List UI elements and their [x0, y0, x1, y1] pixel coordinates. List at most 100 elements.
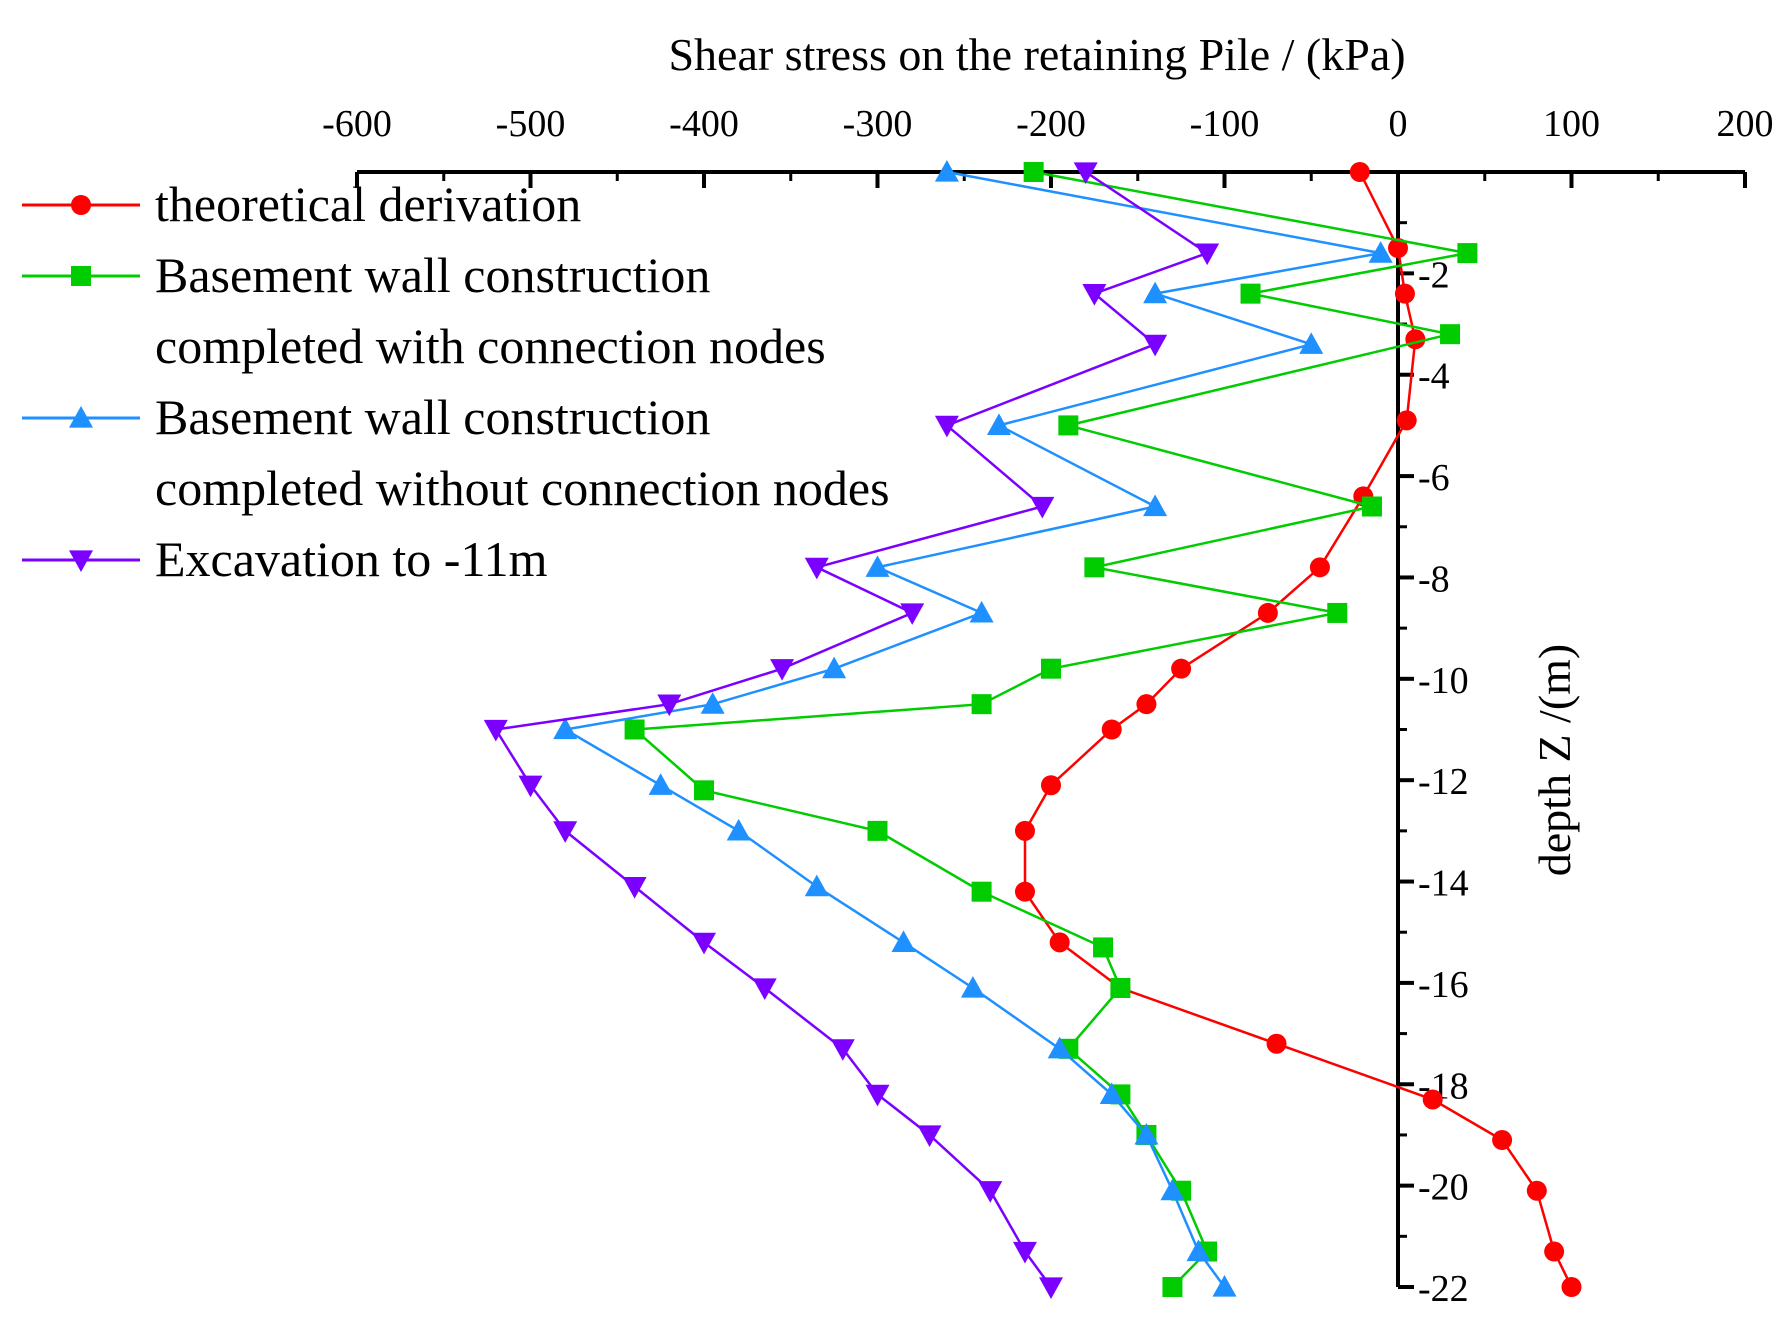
series-3: [553, 160, 1393, 1297]
data-point: [917, 1125, 942, 1147]
data-point: [1143, 494, 1168, 517]
legend-label: Basement wall construction: [155, 389, 710, 445]
data-point: [969, 600, 994, 623]
data-point: [934, 160, 959, 182]
y-tick-label: -12: [1418, 761, 1469, 803]
data-point: [1143, 281, 1168, 304]
data-point: [822, 656, 847, 679]
data-point: [934, 415, 959, 438]
data-point: [804, 874, 829, 897]
y-tick-label: -16: [1418, 964, 1469, 1006]
data-point: [1544, 1241, 1565, 1262]
data-point: [1162, 1277, 1183, 1297]
data-point: [1136, 694, 1157, 715]
y-tick-label: -10: [1418, 660, 1469, 702]
data-point: [1186, 1239, 1211, 1262]
x-tick-label: -400: [669, 103, 739, 145]
data-point: [1457, 243, 1478, 264]
legend-label: completed with connection nodes: [155, 318, 826, 374]
data-point: [1388, 238, 1408, 259]
data-point: [1361, 496, 1382, 517]
legend-marker: [71, 266, 91, 286]
data-point: [1082, 284, 1107, 306]
x-tick-label: -500: [496, 103, 566, 145]
legend-item-4: Excavation to -11m: [22, 531, 548, 587]
data-point: [971, 881, 992, 902]
y-tick-label: -22: [1418, 1268, 1469, 1310]
data-point: [1110, 977, 1131, 998]
data-point: [891, 930, 916, 952]
legend-marker: [71, 195, 91, 215]
series-line: [561, 170, 1381, 1288]
data-point: [1212, 1275, 1237, 1297]
legend-label: theoretical derivation: [155, 176, 581, 232]
data-point: [1134, 1122, 1159, 1145]
data-point: [657, 694, 682, 717]
data-point: [692, 932, 716, 955]
data-point: [830, 1039, 855, 1061]
series-1: [1014, 162, 1582, 1297]
data-point: [1299, 332, 1324, 354]
data-point: [1405, 329, 1426, 350]
legend-label: completed without connection nodes: [155, 460, 890, 516]
data-point: [622, 877, 647, 899]
data-point: [694, 780, 714, 801]
legend: theoretical derivation Basement wall cons…: [22, 176, 890, 587]
series-4: [483, 162, 1220, 1299]
legend-item-1: theoretical derivation: [22, 176, 581, 232]
data-point: [971, 694, 992, 715]
data-point: [770, 659, 795, 681]
data-point: [1309, 557, 1330, 578]
data-point: [1327, 602, 1348, 623]
data-point: [1049, 932, 1070, 953]
data-point: [1240, 283, 1261, 304]
x-tick-label: 0: [1389, 103, 1408, 145]
data-point: [865, 555, 890, 577]
y-tick-label: -14: [1418, 863, 1469, 905]
data-point: [624, 719, 645, 740]
data-point: [726, 818, 751, 841]
data-point: [1171, 658, 1192, 679]
legend-marker: [69, 550, 93, 572]
data-point: [1099, 1082, 1124, 1105]
data-point: [700, 692, 725, 714]
data-point: [648, 773, 673, 795]
x-axis-title: Shear stress on the retaining Pile / (kP…: [668, 29, 1405, 80]
data-point: [1422, 1089, 1443, 1110]
y-tick-label: -4: [1418, 356, 1450, 398]
y-tick-label: -20: [1418, 1167, 1469, 1209]
data-point: [1396, 410, 1417, 431]
legend-label: Basement wall construction: [155, 247, 710, 303]
data-point: [960, 975, 985, 998]
data-point: [1101, 719, 1122, 740]
data-point: [1266, 1033, 1287, 1054]
data-point: [1030, 496, 1055, 519]
data-point: [1160, 1178, 1185, 1201]
legend-marker: [69, 406, 93, 428]
data-point: [1526, 1180, 1547, 1201]
legend-label: Excavation to -11m: [155, 531, 548, 587]
data-point: [1012, 1241, 1037, 1264]
data-point: [804, 557, 829, 580]
data-point: [1058, 415, 1079, 436]
axes: -600 -500 -400 -300 -200 -100 0 100 200-2-4-6-8-…: [322, 103, 1773, 1310]
series-2: [624, 162, 1478, 1297]
series-line: [1023, 171, 1573, 1288]
y-tick-label: -6: [1418, 457, 1450, 499]
data-point: [1257, 602, 1278, 623]
data-point: [1023, 162, 1044, 182]
data-point: [1368, 241, 1393, 263]
data-point: [553, 717, 578, 740]
x-tick-label: 100: [1543, 103, 1600, 145]
data-point: [1073, 162, 1098, 184]
data-point: [978, 1181, 1003, 1203]
legend-item-3: Basement wall construction completed with…: [22, 389, 890, 516]
data-point: [900, 603, 925, 625]
data-point: [518, 775, 543, 798]
series-line: [493, 170, 1210, 1288]
y-axis-title: depth Z /(m): [1529, 644, 1580, 877]
data-point: [1394, 283, 1415, 304]
data-point: [1014, 881, 1035, 902]
data-point: [1041, 775, 1061, 796]
x-tick-label: -100: [1190, 103, 1260, 145]
